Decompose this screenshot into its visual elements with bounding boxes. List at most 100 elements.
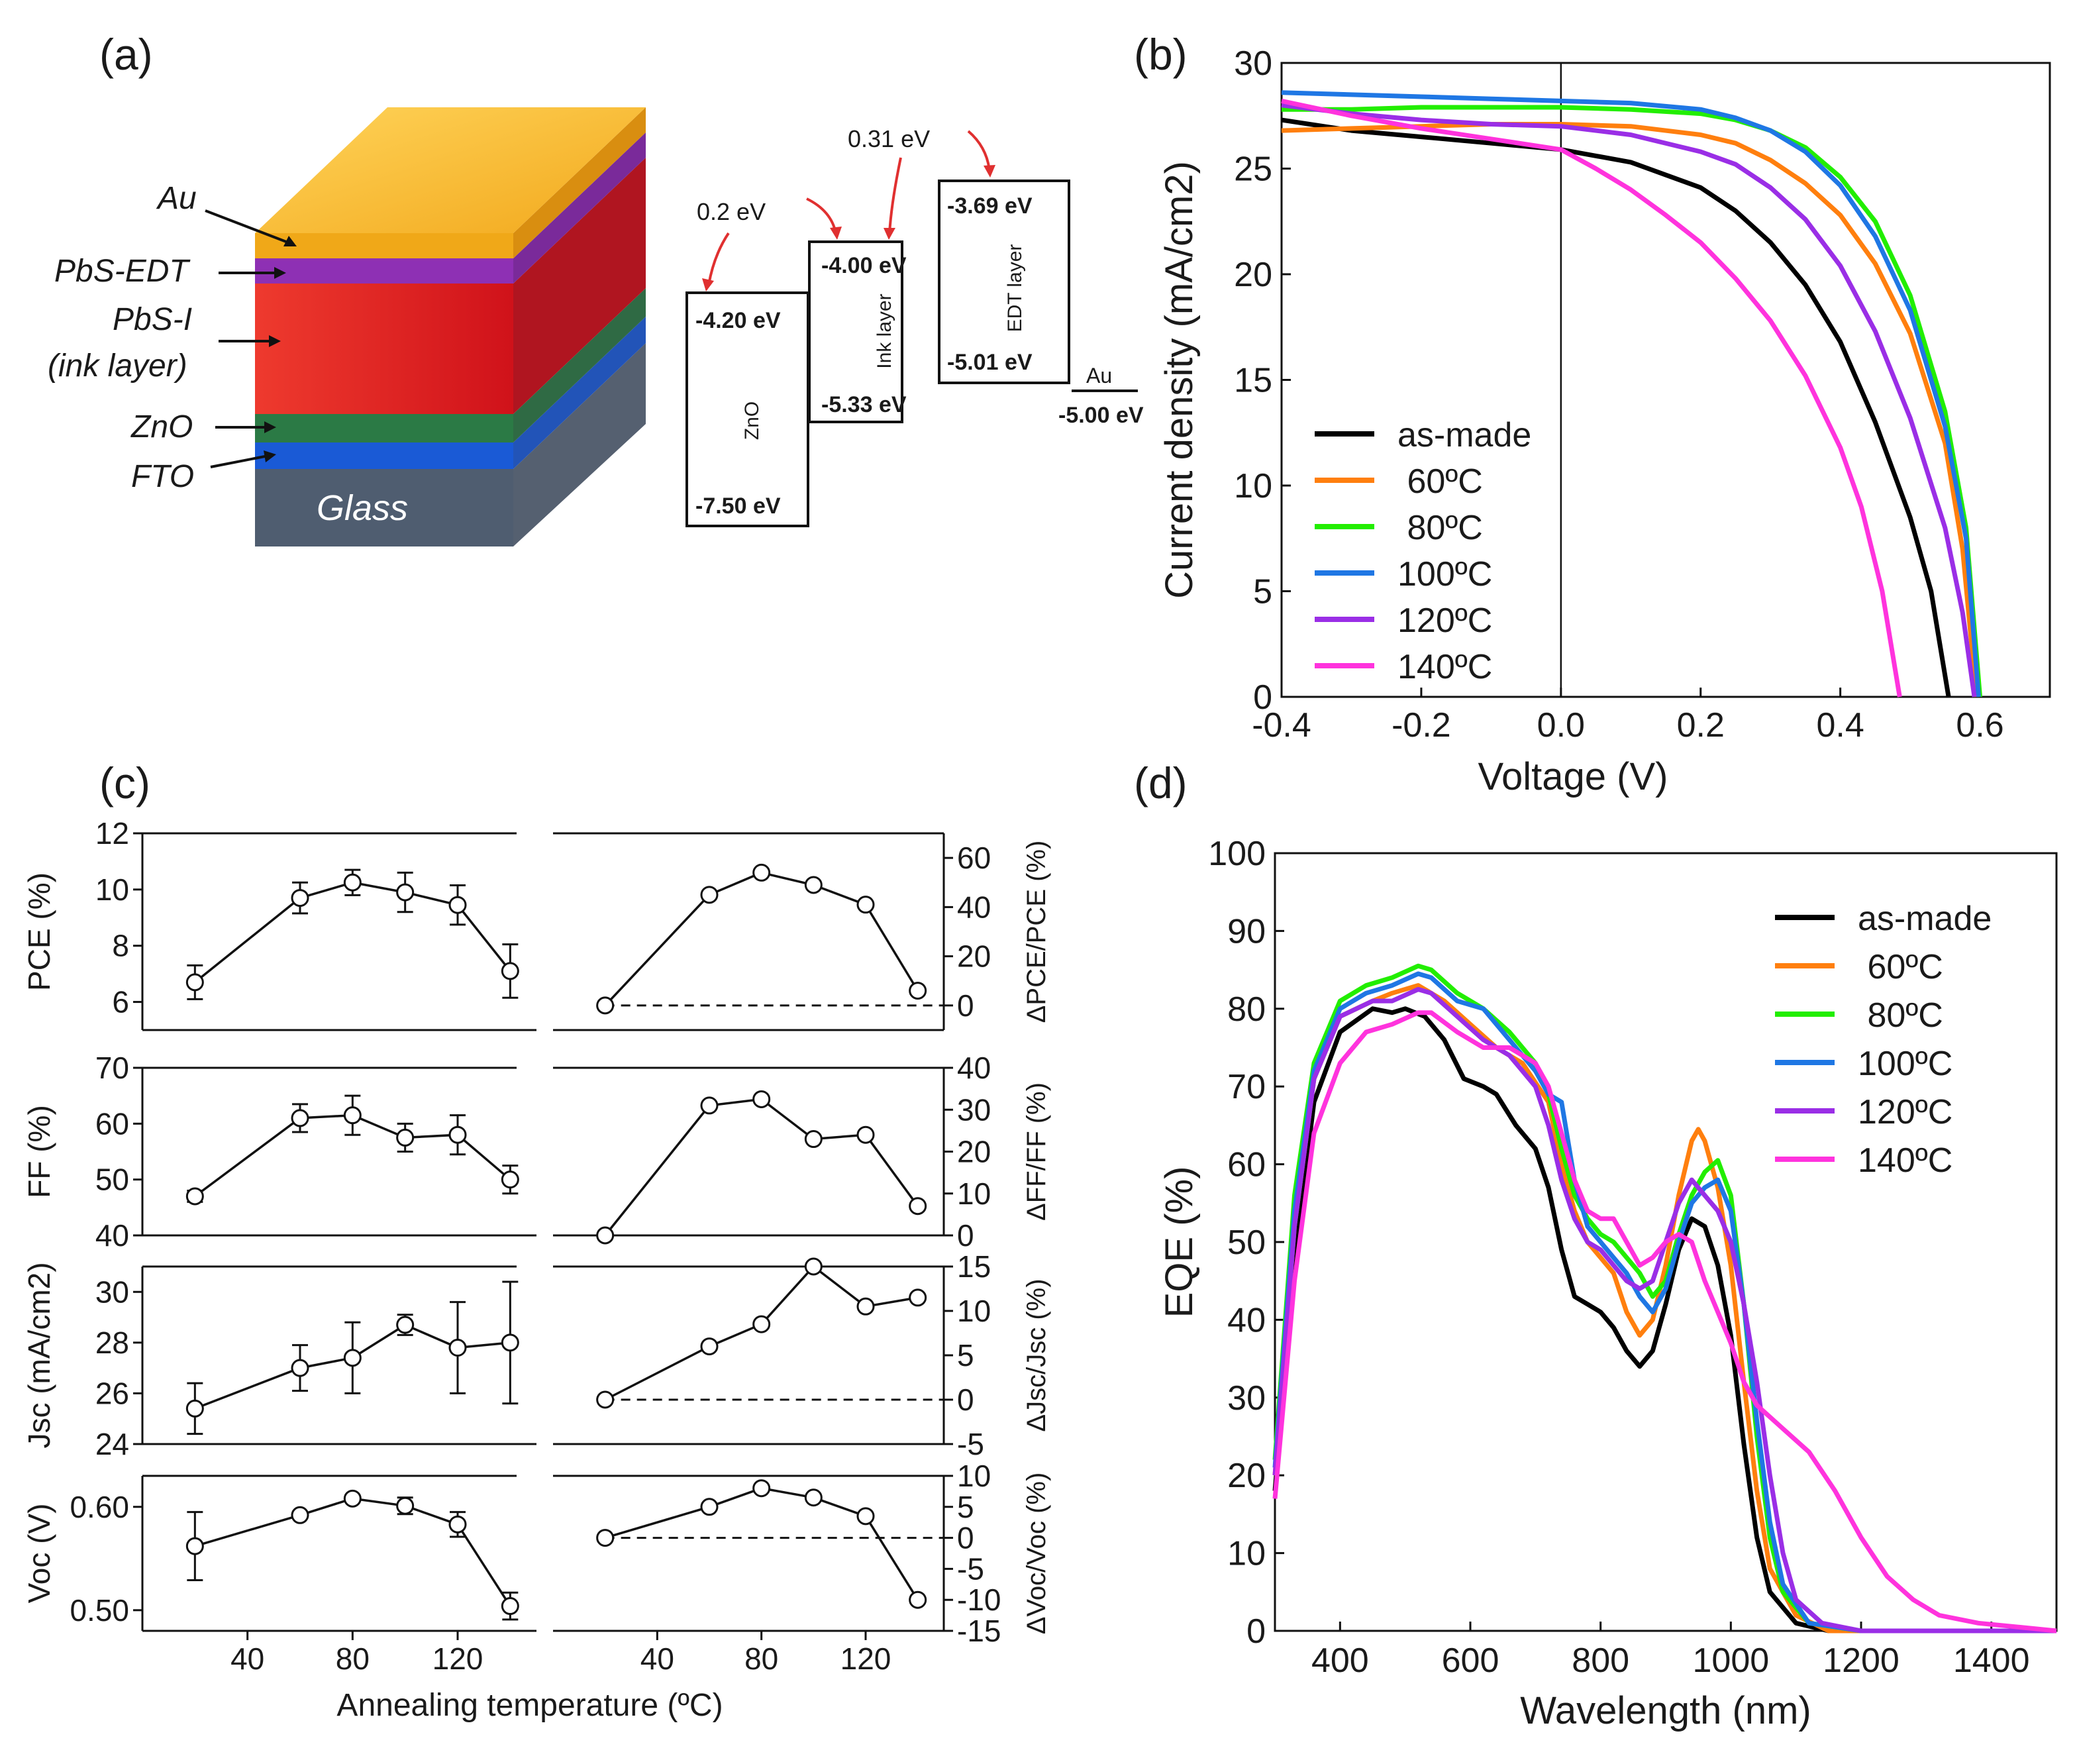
y-tick-label-d: 80 bbox=[1227, 990, 1266, 1029]
device-stack-diagram: Glass Au PbS-EDT PbS-I (ink layer) ZnO F… bbox=[48, 107, 646, 546]
offset-arrow-ink-b bbox=[888, 157, 902, 234]
delta-line-c bbox=[604, 871, 919, 1007]
y-tick-label-c: 26 bbox=[95, 1376, 129, 1410]
zno-vb-label: -7.50 eV bbox=[695, 493, 781, 519]
delta-point-c bbox=[596, 1390, 615, 1409]
delta-point-c bbox=[700, 1096, 719, 1115]
legend-label-d: 140ºC bbox=[1858, 1141, 1952, 1180]
data-point-c bbox=[185, 1537, 204, 1555]
y-tick-label-c: 24 bbox=[95, 1427, 129, 1461]
x-tick-label-right-c: 40 bbox=[640, 1641, 674, 1676]
y-tick-label-right-c: 10 bbox=[957, 1176, 991, 1211]
x-axis-label-d: Wavelength (nm) bbox=[1520, 1689, 1811, 1732]
series-line-120ºC bbox=[1281, 103, 1977, 698]
stack-front-glass bbox=[255, 469, 513, 546]
delta-point-c bbox=[804, 876, 823, 894]
x-tick-label-b: 0.6 bbox=[1956, 706, 2003, 745]
y-axis-label-right-c: ΔFF/FF (%) bbox=[1022, 1082, 1051, 1221]
series-line-60ºC bbox=[1281, 122, 1979, 698]
layer-label-pbs-edt: PbS-EDT bbox=[54, 254, 191, 289]
delta-point-c bbox=[700, 1337, 719, 1356]
zno-cb-label: -4.20 eV bbox=[695, 308, 781, 333]
y-tick-label-b: 0 bbox=[1253, 678, 1272, 717]
data-point-c bbox=[185, 1399, 204, 1418]
delta-point-c bbox=[752, 1479, 771, 1498]
x-axis-label-c: Annealing temperature (ºC) bbox=[336, 1688, 723, 1723]
delta-point-c bbox=[700, 1498, 719, 1516]
y-tick-label-c: 0.50 bbox=[70, 1593, 129, 1628]
data-point-c bbox=[501, 962, 519, 980]
y-tick-label-c: 6 bbox=[112, 985, 129, 1019]
offset-arrowhead-edt bbox=[984, 165, 995, 178]
eqe-plot: 400 600 800 1000 1200 1400 0 10 20 30 40 50 60 70 80 90… bbox=[1158, 835, 2058, 1732]
data-point-c bbox=[291, 1109, 309, 1127]
delta-point-c bbox=[752, 863, 771, 882]
y-axis-label-c: Voc (V) bbox=[22, 1504, 56, 1604]
y-tick-label-right-c: -5 bbox=[957, 1427, 984, 1461]
offset-arrowhead-zno bbox=[702, 278, 714, 291]
data-line-c bbox=[194, 1114, 511, 1198]
x-tick-label-c: 120 bbox=[432, 1641, 483, 1676]
edt-vb-label: -5.01 eV bbox=[947, 350, 1033, 375]
data-point-c bbox=[501, 1333, 519, 1352]
y-tick-label-c: 0.60 bbox=[70, 1490, 129, 1524]
x-tick-label-d: 1000 bbox=[1692, 1641, 1769, 1680]
stack-top-au bbox=[255, 107, 646, 233]
layer-label-fto: FTO bbox=[131, 459, 194, 494]
offset-arrowhead-ink-b bbox=[884, 228, 895, 240]
y-tick-label-right-c: 0 bbox=[957, 1382, 974, 1417]
y-tick-label-c: 50 bbox=[95, 1163, 129, 1197]
y-tick-label-c: 60 bbox=[95, 1106, 129, 1141]
arrow-au bbox=[205, 209, 292, 245]
y-tick-label-right-c: 60 bbox=[957, 841, 991, 875]
y-tick-label-right-c: 5 bbox=[957, 1338, 974, 1373]
y-tick-label-d: 70 bbox=[1227, 1068, 1266, 1106]
y-tick-label-right-c: 10 bbox=[957, 1459, 991, 1493]
x-tick-label-right-c: 80 bbox=[744, 1641, 778, 1676]
arrowhead-au bbox=[283, 236, 297, 246]
y-tick-label-right-c: -10 bbox=[957, 1582, 1001, 1617]
legend-label-b: as-made bbox=[1397, 416, 1531, 454]
x-tick-label-d: 800 bbox=[1572, 1641, 1629, 1680]
ink-vb-label: -5.33 eV bbox=[821, 392, 907, 417]
au-level-label: -5.00 eV bbox=[1058, 403, 1144, 428]
data-point-c bbox=[343, 873, 362, 892]
stack-side-fto bbox=[513, 317, 646, 469]
y-tick-label-c: 40 bbox=[95, 1218, 129, 1253]
panel-label-c: (c) bbox=[99, 758, 150, 807]
y-tick-label-right-c: 20 bbox=[957, 1135, 991, 1169]
data-point-c bbox=[448, 1125, 467, 1144]
stack-side-edt bbox=[513, 132, 646, 284]
data-point-c bbox=[343, 1349, 362, 1367]
data-point-c bbox=[396, 1316, 415, 1334]
y-tick-label-b: 30 bbox=[1234, 44, 1272, 83]
offset-arrow-edt bbox=[967, 130, 991, 172]
band-box-ink bbox=[808, 240, 903, 423]
stack-front-zno bbox=[255, 414, 513, 442]
layer-label-zno: ZnO bbox=[130, 409, 193, 444]
y-axis-label-right-c: ΔVoc/Voc (%) bbox=[1022, 1473, 1051, 1635]
series-line-100ºC bbox=[1272, 971, 2056, 1634]
stack-side-zno bbox=[513, 288, 646, 442]
data-point-c bbox=[448, 1515, 467, 1533]
y-tick-label-d: 50 bbox=[1227, 1223, 1266, 1262]
y-tick-label-right-c: 0 bbox=[957, 988, 974, 1023]
y-tick-label-right-c: -5 bbox=[957, 1551, 984, 1586]
stack-side-ink bbox=[513, 158, 646, 414]
delta-point-c bbox=[909, 1197, 927, 1216]
data-point-c bbox=[291, 1359, 309, 1377]
y-axis-label-right-c: ΔJsc/Jsc (%) bbox=[1022, 1278, 1051, 1431]
offset-arrowhead-ink-a bbox=[830, 227, 842, 240]
y-tick-label-right-c: 0 bbox=[957, 1521, 974, 1555]
y-tick-label-c: 12 bbox=[95, 816, 129, 851]
edt-name: EDT layer bbox=[1004, 244, 1026, 333]
arrowhead-fto bbox=[264, 450, 276, 462]
y-tick-label-right-c: 10 bbox=[957, 1294, 991, 1328]
y-tick-label-c: 28 bbox=[95, 1325, 129, 1360]
data-point-c bbox=[343, 1106, 362, 1125]
y-tick-label-right-c: 30 bbox=[957, 1092, 991, 1127]
delta-point-c bbox=[804, 1257, 823, 1276]
y-axis-label-right-c: ΔPCE/PCE (%) bbox=[1022, 841, 1051, 1023]
series-line-100ºC bbox=[1281, 90, 1981, 698]
